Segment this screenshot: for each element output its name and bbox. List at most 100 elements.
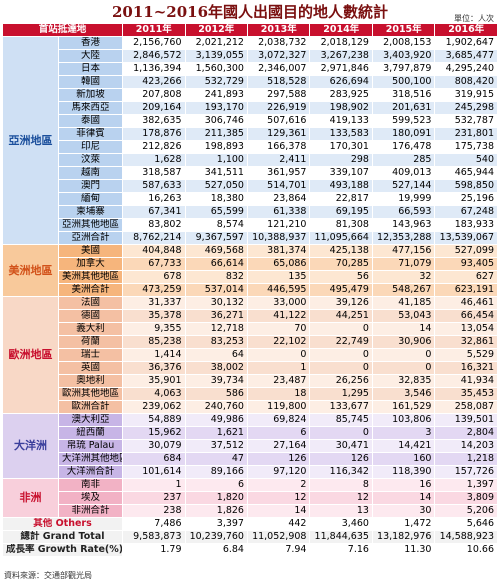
row-name: 美國 <box>57 244 124 258</box>
cell-value: 32,861 <box>434 335 498 349</box>
row-name: 加拿大 <box>57 257 124 271</box>
cell-value: 237 <box>122 491 186 505</box>
cell-value: 22,102 <box>246 335 311 349</box>
region-cell: 美洲地區 <box>2 244 59 297</box>
table-row: 亞洲合計 8,762,214 9,367,597 10,388,937 11,095,6… <box>3 231 498 245</box>
table-row: 瑞士 1,414 64 0 0 0 5,529 <box>3 348 498 362</box>
region-cell: 非洲 <box>2 478 59 518</box>
cell-value: 67,341 <box>122 205 186 219</box>
table-row: 大洋洲 澳大利亞 54,889 49,986 69,824 85,745 103,806 13… <box>2 413 498 479</box>
cell-value: 64 <box>184 348 248 362</box>
cell-value: 306,746 <box>184 114 248 128</box>
summary-label: 成長率 Growth Rate(%) <box>1 543 124 557</box>
table-row: 泰國 382,635 306,746 507,616 419,133 599,523 532… <box>3 114 498 128</box>
cell-value: 319,915 <box>434 88 498 102</box>
table-row: 新加坡 207,808 241,893 297,588 283,925 318,516 31… <box>3 88 498 102</box>
row-name: 菲律賓 <box>57 127 124 141</box>
cell-value: 207,808 <box>122 88 186 102</box>
cell-value: 3,809 <box>434 491 498 505</box>
table-row: 歐洲其他地區 4,063 586 18 1,295 3,546 35,453 <box>3 387 498 401</box>
cell-value: 3,267,238 <box>309 49 373 63</box>
table-row: 亞洲地區 香港 2,156,760 2,021,212 2,038,732 2,018,1… <box>2 36 498 245</box>
cell-value: 69,195 <box>309 205 373 219</box>
header-cell: 2014年 <box>309 23 373 37</box>
header-cell: 2013年 <box>246 23 311 37</box>
cell-value: 8,574 <box>184 218 248 232</box>
cell-value: 339,107 <box>309 166 373 180</box>
cell-value: 66,614 <box>184 257 248 271</box>
cell-value: 14 <box>246 504 311 518</box>
cell-value: 66,593 <box>371 205 436 219</box>
cell-value: 425,138 <box>309 244 373 258</box>
table-row: 加拿大 67,733 66,614 65,086 70,285 71,079 93,405 <box>3 257 498 271</box>
table-row: 荷蘭 85,238 83,253 22,102 22,749 30,906 32,861 <box>3 335 498 349</box>
row-name: 紐西蘭 <box>57 426 124 440</box>
row-name: 韓國 <box>57 75 124 89</box>
cell-value: 532,787 <box>434 114 498 128</box>
cell-value: 5,206 <box>434 504 498 518</box>
cell-value: 0 <box>309 322 373 336</box>
table-row: 德國 35,378 36,271 41,122 44,251 53,043 66,454 <box>3 309 498 323</box>
cell-value: 1,621 <box>184 426 248 440</box>
cell-value: 13 <box>309 504 373 518</box>
cell-value: 49,986 <box>184 413 248 427</box>
cell-value: 238 <box>122 504 186 518</box>
cell-value: 469,568 <box>184 244 248 258</box>
cell-value: 54,889 <box>122 413 186 427</box>
row-name: 汶萊 <box>57 153 124 167</box>
cell-value: 599,523 <box>371 114 436 128</box>
cell-value: 160 <box>371 452 436 466</box>
cell-value: 66,454 <box>434 309 498 323</box>
cell-value: 53,043 <box>371 309 436 323</box>
table-row: 歐洲地區 法國 31,337 30,132 33,000 39,126 41,185 46,4… <box>2 296 498 414</box>
summary-value: 7.16 <box>309 543 373 557</box>
cell-value: 176,478 <box>371 140 436 154</box>
cell-value: 527,144 <box>371 179 436 193</box>
row-name: 南非 <box>57 478 124 492</box>
cell-value: 2,008,153 <box>371 36 436 50</box>
cell-value: 240,760 <box>184 400 248 414</box>
table-row: 大洋洲合計 101,614 89,166 97,120 116,342 118,390 15… <box>3 465 498 479</box>
unit: 單位：人次 <box>454 14 494 23</box>
cell-value: 41,122 <box>246 309 311 323</box>
cell-value: 283,925 <box>309 88 373 102</box>
cell-value: 1 <box>246 361 311 375</box>
summary-row: 總計 Grand Total 9,583,873 10,239,760 11,052,… <box>1 530 498 544</box>
cell-value: 70 <box>246 322 311 336</box>
table-row: 馬來西亞 209,164 193,170 226,919 198,902 201,631 2… <box>3 101 498 115</box>
summary-value: 1,472 <box>371 517 436 531</box>
cell-value: 9,367,597 <box>184 231 248 245</box>
summary-value: 13,182,976 <box>371 530 436 544</box>
cell-value: 12 <box>309 491 373 505</box>
table-row: 義大利 9,355 12,718 70 0 14 13,054 <box>3 322 498 336</box>
cell-value: 10,388,937 <box>246 231 311 245</box>
cell-value: 0 <box>371 348 436 362</box>
summary-value: 7.94 <box>246 543 311 557</box>
cell-value: 6 <box>184 478 248 492</box>
cell-value: 832 <box>184 270 248 284</box>
cell-value: 35,901 <box>122 374 186 388</box>
table-row: 柬埔寨 67,341 65,599 61,338 69,195 66,593 67,248 <box>3 205 498 219</box>
cell-value: 9,355 <box>122 322 186 336</box>
cell-value: 85,745 <box>309 413 373 427</box>
cell-value: 126 <box>246 452 311 466</box>
cell-value: 465,944 <box>434 166 498 180</box>
cell-value: 65,086 <box>246 257 311 271</box>
cell-value: 4,295,240 <box>434 62 498 76</box>
cell-value: 0 <box>309 348 373 362</box>
cell-value: 16,263 <box>122 192 186 206</box>
table-row: 非洲合計 238 1,826 14 13 30 5,206 <box>3 504 498 518</box>
cell-value: 14,421 <box>371 439 436 453</box>
cell-value: 382,635 <box>122 114 186 128</box>
row-name: 大陸 <box>57 49 124 63</box>
cell-value: 198,893 <box>184 140 248 154</box>
cell-value: 4,063 <box>122 387 186 401</box>
summary-value: 10,239,760 <box>184 530 248 544</box>
cell-value: 121,210 <box>246 218 311 232</box>
summary-value: 11,052,908 <box>246 530 311 544</box>
header-cell: 2012年 <box>184 23 248 37</box>
cell-value: 423,266 <box>122 75 186 89</box>
cell-value: 12,353,288 <box>371 231 436 245</box>
summary-value: 442 <box>246 517 311 531</box>
summary-value: 14,588,923 <box>434 530 498 544</box>
